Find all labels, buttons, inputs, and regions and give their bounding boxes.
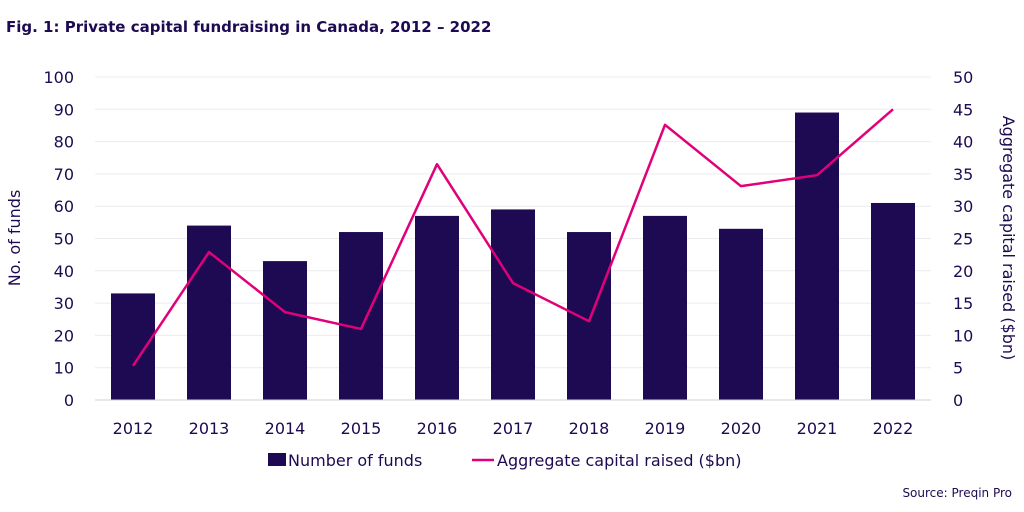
bar [263, 261, 307, 400]
y-right-tick-label: 25 [953, 230, 973, 249]
bar [567, 232, 611, 400]
y-right-tick-label: 20 [953, 262, 973, 281]
x-tick-label: 2014 [265, 419, 306, 438]
bar [795, 112, 839, 400]
legend-swatch-bars [268, 453, 286, 466]
y-tick-label: 50 [54, 230, 74, 249]
y-tick-label: 90 [54, 100, 74, 119]
bar [111, 293, 155, 400]
legend-label-line: Aggregate capital raised ($bn) [497, 451, 742, 470]
y-tick-label: 30 [54, 294, 74, 313]
y-right-axis-title: Aggregate capital raised ($bn) [999, 116, 1018, 361]
bar [719, 228, 763, 400]
bar [491, 209, 535, 400]
y-right-tick-label: 40 [953, 133, 973, 152]
y-tick-label: 20 [54, 326, 74, 345]
y-tick-label: 100 [43, 68, 74, 87]
y-right-tick-label: 45 [953, 100, 973, 119]
source-note: Source: Preqin Pro [902, 486, 1012, 500]
x-tick-label: 2016 [417, 419, 458, 438]
x-tick-label: 2015 [341, 419, 382, 438]
y-tick-label: 70 [54, 165, 74, 184]
x-tick-label: 2012 [113, 419, 154, 438]
bar [339, 232, 383, 400]
y-right-tick-label: 15 [953, 294, 973, 313]
y-tick-label: 60 [54, 197, 74, 216]
bar [415, 215, 459, 400]
y-tick-label: 80 [54, 133, 74, 152]
x-tick-label: 2022 [873, 419, 914, 438]
y-right-tick-label: 30 [953, 197, 973, 216]
bar [871, 202, 915, 400]
y-right-tick-label: 35 [953, 165, 973, 184]
x-tick-label: 2019 [645, 419, 686, 438]
y-tick-label: 0 [64, 391, 74, 410]
y-right-tick-label: 50 [953, 68, 973, 87]
x-tick-label: 2013 [189, 419, 230, 438]
y-tick-label: 40 [54, 262, 74, 281]
chart-title: Fig. 1: Private capital fundraising in C… [6, 18, 492, 36]
y-tick-label: 10 [54, 359, 74, 378]
x-tick-label: 2017 [493, 419, 534, 438]
x-tick-label: 2018 [569, 419, 610, 438]
y-axis-title: No. of funds [5, 190, 24, 287]
x-tick-label: 2020 [721, 419, 762, 438]
x-tick-label: 2021 [797, 419, 838, 438]
legend-label-bars: Number of funds [288, 451, 422, 470]
bar [643, 215, 687, 400]
y-right-tick-label: 10 [953, 326, 973, 345]
bar [187, 225, 231, 400]
y-right-tick-label: 5 [953, 359, 963, 378]
y-right-tick-label: 0 [953, 391, 963, 410]
